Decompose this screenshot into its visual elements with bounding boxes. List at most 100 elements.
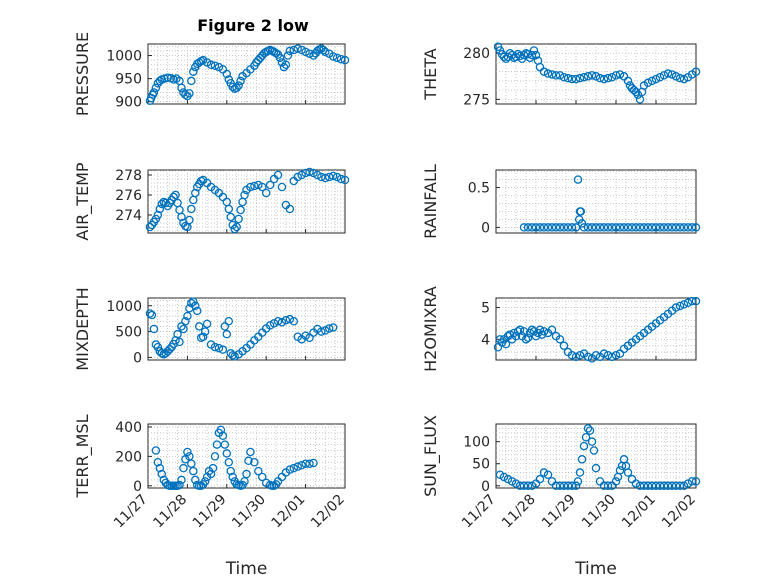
data-point: [577, 219, 587, 228]
data-point: [230, 224, 239, 234]
data-point: [254, 180, 263, 190]
data-point: [236, 76, 245, 86]
data-point: [691, 296, 701, 306]
data-point: [149, 88, 159, 97]
data-point: [635, 95, 645, 104]
data-point: [583, 424, 593, 433]
data-point: [595, 73, 605, 83]
data-point: [297, 460, 306, 470]
data-point: [523, 333, 533, 342]
data-point: [631, 223, 641, 232]
data-point: [210, 452, 220, 461]
data-point: [285, 465, 295, 474]
data-point: [200, 327, 210, 336]
data-point: [671, 481, 681, 491]
data-point: [234, 81, 243, 90]
data-point: [521, 335, 531, 344]
data-point: [228, 82, 237, 92]
data-point: [258, 472, 267, 482]
data-point: [563, 73, 573, 83]
data-point: [555, 335, 565, 344]
data-point: [151, 340, 161, 349]
data-point: [189, 67, 198, 76]
data-point: [216, 425, 226, 435]
data-point: [539, 223, 549, 232]
data-point: [328, 52, 338, 61]
data-point: [575, 350, 585, 360]
data-point: [615, 466, 625, 475]
data-point: [151, 83, 161, 93]
data-point: [183, 447, 192, 457]
data-point: [591, 72, 601, 81]
data-point: [675, 73, 685, 83]
data-point: [671, 303, 681, 312]
y-axis-label: AIR_TEMP: [73, 162, 93, 240]
data-point: [519, 481, 529, 491]
y-tick-label: 0.5: [468, 181, 490, 197]
data-point: [623, 468, 633, 477]
data-point: [246, 182, 255, 192]
y-tick-label: 4: [481, 332, 490, 348]
data-point: [273, 316, 283, 326]
subplot-5: 0 500 1000 MIXDEPTH: [73, 287, 346, 371]
data-point: [177, 83, 186, 93]
data-point: [301, 47, 310, 57]
data-point: [171, 190, 180, 200]
data-point: [567, 350, 577, 360]
data-point: [635, 223, 645, 232]
data-point: [591, 463, 601, 473]
y-tick-label: 400: [115, 420, 142, 436]
x-axis-label: Time: [225, 559, 268, 579]
data-point: [254, 466, 263, 476]
data-point: [675, 481, 685, 491]
data-point: [206, 469, 216, 479]
data-point: [529, 327, 539, 336]
data-point: [206, 60, 216, 70]
data-point: [293, 462, 302, 471]
data-point: [501, 339, 511, 349]
y-tick-label: 278: [115, 168, 142, 184]
x-axis-label: Time: [574, 559, 617, 579]
data-point: [567, 223, 577, 232]
data-point: [687, 223, 697, 232]
data-point: [599, 223, 609, 232]
data-point: [305, 49, 314, 58]
data-point: [523, 223, 533, 232]
x-tick-label: 11/27: [459, 492, 499, 532]
data-point: [671, 223, 681, 232]
data-point: [571, 223, 581, 232]
data-point: [336, 174, 346, 184]
data-point: [305, 167, 314, 177]
y-tick-label: 274: [115, 208, 142, 224]
data-point: [651, 481, 661, 491]
data-point: [153, 458, 163, 467]
data-point: [527, 223, 537, 232]
data-point: [157, 469, 167, 479]
data-point: [218, 345, 228, 354]
data-point: [607, 72, 617, 82]
data-point: [543, 69, 553, 78]
data-point: [667, 481, 677, 491]
data-point: [185, 89, 194, 98]
data-point: [153, 210, 163, 220]
subplot-2: 275 280 THETA: [421, 42, 701, 108]
data-point: [336, 54, 346, 64]
data-point: [691, 477, 701, 486]
data-point: [289, 463, 299, 473]
y-tick-label: 5: [481, 301, 490, 317]
data-point: [214, 343, 224, 353]
data-point: [281, 60, 291, 70]
y-tick-label: 0: [481, 220, 490, 236]
data-point: [567, 74, 577, 84]
data-point: [149, 324, 159, 334]
data-point: [519, 327, 529, 336]
x-tick-label: 11/28: [150, 492, 190, 532]
data-point: [250, 181, 259, 191]
x-tick-label: 11/28: [499, 492, 539, 532]
data-point: [324, 324, 334, 333]
data-point: [575, 73, 585, 83]
y-tick-label: 276: [115, 188, 142, 204]
data-point: [232, 222, 241, 232]
y-tick-label: 950: [115, 72, 142, 88]
data-point: [603, 73, 613, 83]
